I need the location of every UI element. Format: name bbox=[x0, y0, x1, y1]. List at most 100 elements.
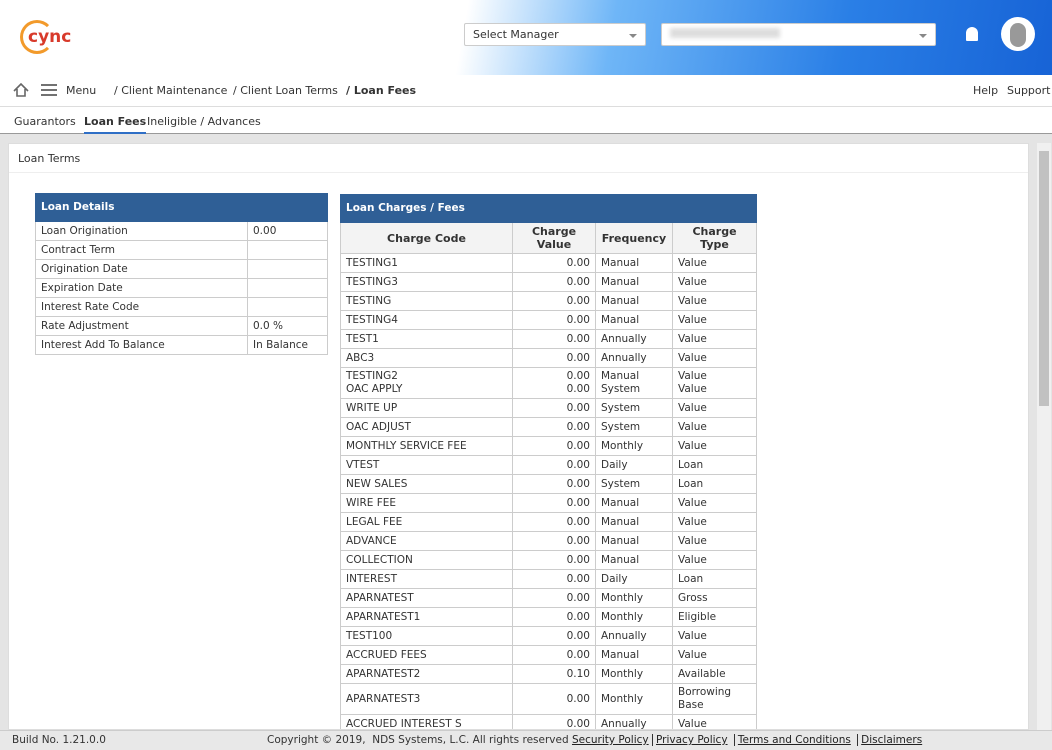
row: Rate Adjustment 0.0 % bbox=[35, 316, 328, 336]
row: APARNATEST1 0.00 Monthly Eligible bbox=[340, 607, 757, 627]
cell: 0.00 bbox=[512, 512, 596, 532]
cell: 0.00 bbox=[512, 714, 596, 729]
footer-link[interactable]: Terms and Conditions bbox=[733, 734, 854, 746]
cell: TESTING2 OAC APPLY bbox=[340, 367, 513, 399]
cell: Available bbox=[672, 664, 757, 684]
cell: Annually bbox=[595, 329, 673, 349]
row: Loan Origination 0.00 bbox=[35, 221, 328, 241]
row: APARNATEST3 0.00 Monthly Borrowing Base bbox=[340, 683, 757, 715]
panel-title: Loan Terms bbox=[18, 152, 81, 165]
cell: Value bbox=[672, 253, 757, 273]
row: TESTING1 0.00 Manual Value bbox=[340, 253, 757, 273]
cell: Loan Origination bbox=[35, 221, 248, 241]
cell-line: OAC APPLY bbox=[346, 383, 403, 395]
column-header: Frequency bbox=[595, 222, 673, 254]
cell: TEST1 bbox=[340, 329, 513, 349]
cell: 0.10 bbox=[512, 664, 596, 684]
footer: Build No. 1.21.0.0 Copyright © 2019, NDS… bbox=[0, 730, 1052, 750]
cell: Value bbox=[672, 645, 757, 665]
header: cync Select Manager bbox=[0, 0, 1052, 75]
cell: Origination Date bbox=[35, 259, 248, 279]
help-link[interactable]: Help bbox=[973, 84, 999, 97]
tab-active[interactable]: Loan Fees bbox=[84, 115, 147, 134]
blurred-value bbox=[670, 28, 780, 38]
cell: Loan bbox=[672, 569, 757, 589]
cell: Gross bbox=[672, 588, 757, 608]
row: TESTING3 0.00 Manual Value bbox=[340, 272, 757, 292]
support-link[interactable]: Support bbox=[1007, 84, 1051, 97]
logo[interactable]: cync bbox=[28, 27, 72, 47]
cell: 0.00 bbox=[512, 569, 596, 589]
cell: Value bbox=[672, 310, 757, 330]
row: OAC ADJUST 0.00 System Value bbox=[340, 417, 757, 437]
cell: Interest Rate Code bbox=[35, 297, 248, 317]
breadcrumb-item[interactable]: / Client Maintenance bbox=[114, 84, 228, 97]
cell: TESTING1 bbox=[340, 253, 513, 273]
footer-link[interactable]: Privacy Policy bbox=[651, 734, 731, 746]
cell: 0.00 bbox=[512, 329, 596, 349]
cell: OAC ADJUST bbox=[340, 417, 513, 437]
cell-line: System bbox=[601, 383, 641, 395]
cell: 0.00 bbox=[512, 291, 596, 311]
scrollbar[interactable] bbox=[1037, 143, 1051, 730]
panel: Loan Terms Loan Details Loan Origination 0… bbox=[8, 143, 1029, 730]
manager-select[interactable]: Select Manager bbox=[464, 23, 646, 46]
cell: NEW SALES bbox=[340, 474, 513, 494]
cell: 0.00 bbox=[512, 272, 596, 292]
cell: 0.00 bbox=[512, 645, 596, 665]
cell: In Balance bbox=[247, 335, 328, 355]
header-row: Loan Details bbox=[35, 193, 328, 222]
cell: Value bbox=[672, 329, 757, 349]
cell: Manual bbox=[595, 645, 673, 665]
column-header-row: Charge Code Charge Value Frequency Charge T… bbox=[340, 222, 757, 254]
cell: 0.00 bbox=[247, 221, 328, 241]
cell: APARNATEST3 bbox=[340, 683, 513, 715]
tab[interactable]: Ineligible / Advances bbox=[147, 115, 261, 128]
cell: Value bbox=[672, 348, 757, 368]
footer-link[interactable]: Disclaimers bbox=[857, 734, 926, 746]
cell: TESTING bbox=[340, 291, 513, 311]
cell: 0.00 bbox=[512, 436, 596, 456]
cell: Manual bbox=[595, 310, 673, 330]
cell: Value bbox=[672, 436, 757, 456]
cell: Manual bbox=[595, 550, 673, 570]
cell: 0.00 bbox=[512, 626, 596, 646]
menu-icon[interactable] bbox=[41, 84, 57, 96]
cell: WRITE UP bbox=[340, 398, 513, 418]
cell bbox=[247, 259, 328, 279]
cell: 0.00 bbox=[512, 348, 596, 368]
cell: APARNATEST bbox=[340, 588, 513, 608]
client-select[interactable] bbox=[661, 23, 936, 46]
cell: Value Value bbox=[672, 367, 757, 399]
scroll-thumb[interactable] bbox=[1039, 151, 1049, 406]
row: COLLECTION 0.00 Manual Value bbox=[340, 550, 757, 570]
row: LEGAL FEE 0.00 Manual Value bbox=[340, 512, 757, 532]
cell: Annually bbox=[595, 626, 673, 646]
cell: 0.00 bbox=[512, 253, 596, 273]
cell: Manual bbox=[595, 272, 673, 292]
cell: 0.00 bbox=[512, 474, 596, 494]
cell: INTEREST bbox=[340, 569, 513, 589]
footer-text: Copyright © 2019, NDS Systems, L.C. All … bbox=[267, 734, 926, 746]
cell: Monthly bbox=[595, 436, 673, 456]
avatar[interactable] bbox=[1001, 17, 1035, 51]
tab[interactable]: Guarantors bbox=[14, 115, 76, 128]
column-header: Charge Value bbox=[512, 222, 596, 254]
row: Expiration Date bbox=[35, 278, 328, 298]
cell: 0.0 % bbox=[247, 316, 328, 336]
row: VTEST 0.00 Daily Loan bbox=[340, 455, 757, 475]
row: TEST100 0.00 Annually Value bbox=[340, 626, 757, 646]
footer-link[interactable]: Security Policy bbox=[571, 734, 649, 746]
cell-line: 0.00 bbox=[566, 370, 590, 382]
home-icon[interactable] bbox=[13, 83, 29, 97]
cell: Manual bbox=[595, 512, 673, 532]
cell: Value bbox=[672, 550, 757, 570]
cell: MONTHLY SERVICE FEE bbox=[340, 436, 513, 456]
menu-label[interactable]: Menu bbox=[66, 84, 97, 97]
cell: TESTING3 bbox=[340, 272, 513, 292]
bell-icon[interactable] bbox=[966, 27, 978, 41]
logo-swirl bbox=[20, 20, 54, 54]
cell: Value bbox=[672, 714, 757, 729]
breadcrumb-item[interactable]: / Client Loan Terms bbox=[233, 84, 338, 97]
row: ACCRUED FEES 0.00 Manual Value bbox=[340, 645, 757, 665]
